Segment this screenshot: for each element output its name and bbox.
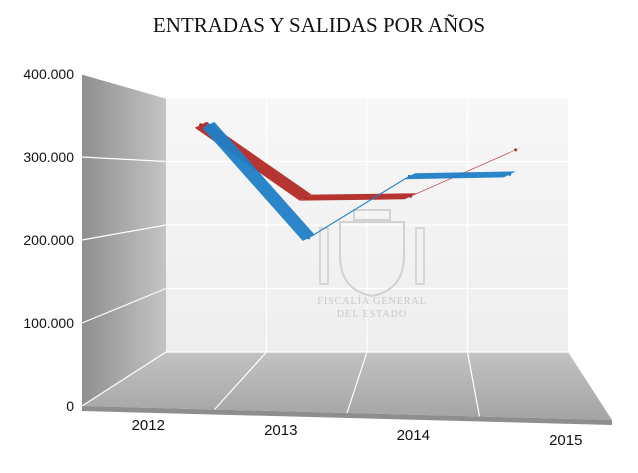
grid-line-side (81, 156, 167, 163)
y-tick-label: 200.000 (23, 232, 74, 248)
floor (82, 352, 612, 420)
y-tick-label: 400.000 (23, 66, 74, 82)
data-point (307, 236, 311, 240)
grid-line-side (81, 73, 167, 99)
emblem-shield-icon (339, 221, 405, 298)
grid-line-side (81, 224, 167, 241)
y-tick-label: 0 (66, 398, 74, 414)
grid-line-floor (466, 351, 481, 417)
emblem-pillar-icon (415, 227, 425, 285)
data-point (206, 123, 210, 127)
watermark: FISCALÍA GENERAL DEL ESTADO (317, 209, 427, 320)
grid-line-floor (346, 351, 368, 414)
left-side-wall (82, 74, 166, 406)
x-tick-label: 2015 (549, 432, 582, 449)
grid-line-side (81, 351, 167, 407)
series-layer (194, 121, 522, 241)
series-ribbon-segment (202, 121, 315, 241)
grid-line-side (81, 287, 167, 324)
emblem-crown-icon (353, 209, 391, 221)
x-tick-label: 2013 (264, 422, 297, 439)
y-tick-label: 100.000 (23, 315, 74, 331)
watermark-text: FISCALÍA GENERAL (317, 295, 427, 307)
watermark-text: DEL ESTADO (337, 309, 407, 320)
data-point (304, 196, 308, 200)
data-point (199, 123, 203, 127)
grid-layer (81, 73, 568, 417)
chart-title: ENTRADAS Y SALIDAS POR AÑOS (153, 13, 485, 37)
axis-labels: 0 100.000 200.000 300.000 400.000 2012 2013 201… (23, 66, 582, 449)
y-tick-label: 300.000 (23, 149, 74, 165)
series-ribbon-segment (403, 171, 516, 180)
data-point (514, 148, 518, 152)
x-tick-label: 2012 (132, 417, 165, 434)
data-point (407, 174, 411, 178)
data-point (508, 172, 512, 176)
data-point (409, 194, 413, 198)
grid-line-floor (214, 351, 267, 410)
x-tick-label: 2014 (397, 427, 430, 444)
series-ribbon-segment (302, 173, 416, 241)
floor-front-edge (82, 406, 612, 425)
series-ribbon-segment (299, 193, 417, 201)
